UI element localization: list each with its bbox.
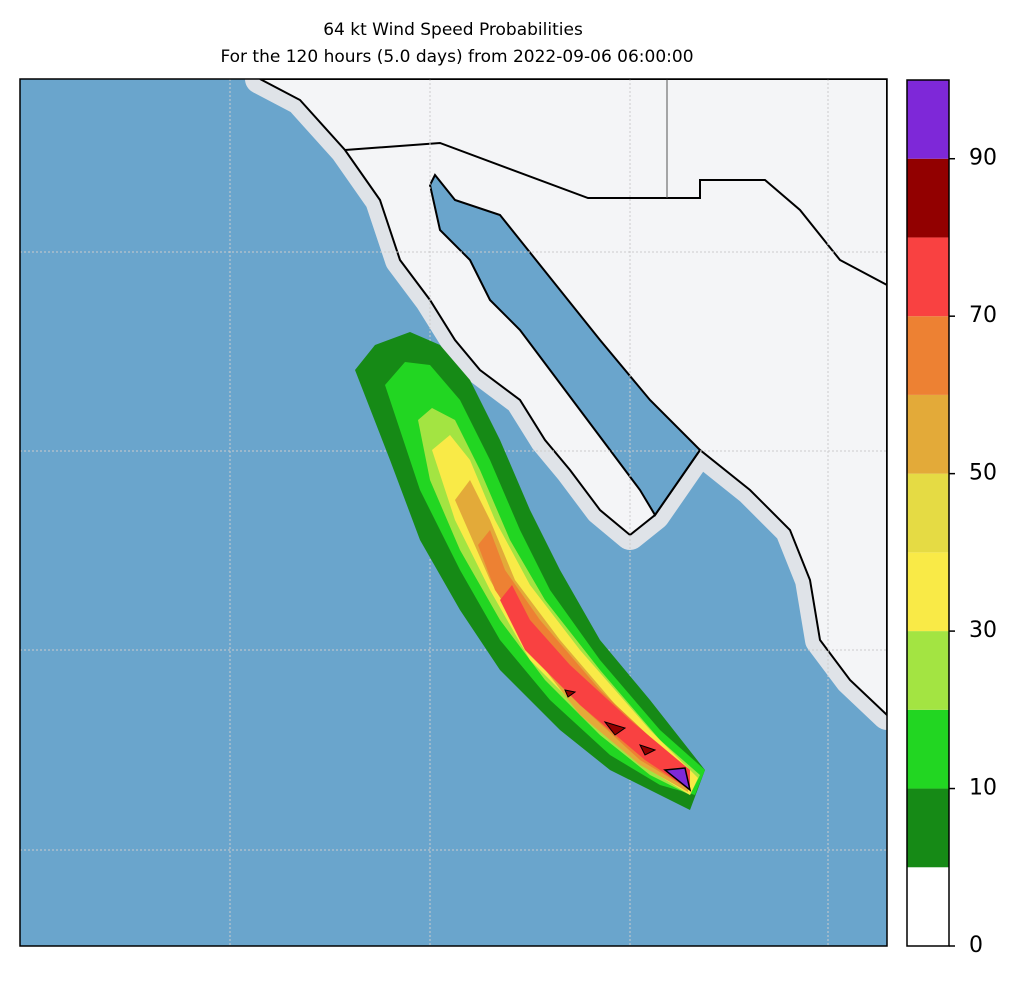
probability-contours [355,332,705,810]
colorbar: 0 10 30 50 70 90 [906,79,997,958]
map-subtitle: For the 120 hours (5.0 days) from 2022-0… [220,47,693,67]
colorbar-tick-label: 70 [969,303,997,328]
map-title: 64 kt Wind Speed Probabilities [323,20,583,40]
colorbar-frame [906,79,950,947]
map-frame [19,78,888,947]
colorbar-tick-label: 0 [969,933,983,958]
colorbar-tick-label: 90 [969,146,997,171]
colorbar-segment [907,709,949,789]
colorbar-segment [907,158,949,238]
colorbar-segment [907,237,949,317]
gulf [428,173,702,517]
border [344,141,887,286]
colorbar-segment [907,80,949,159]
colorbar-segment [907,552,949,632]
colorbar-tick-label: 30 [969,618,997,643]
colorbar-segment [907,473,949,553]
colorbar-segment [907,316,949,395]
map [20,79,887,946]
colorbar-tick-label: 10 [969,776,997,801]
colorbar-tick-label: 50 [969,461,997,486]
colorbar-segment [907,867,949,946]
colorbar-segment [907,788,949,868]
colorbar-segment [907,631,949,710]
colorbar-segment [907,394,949,474]
